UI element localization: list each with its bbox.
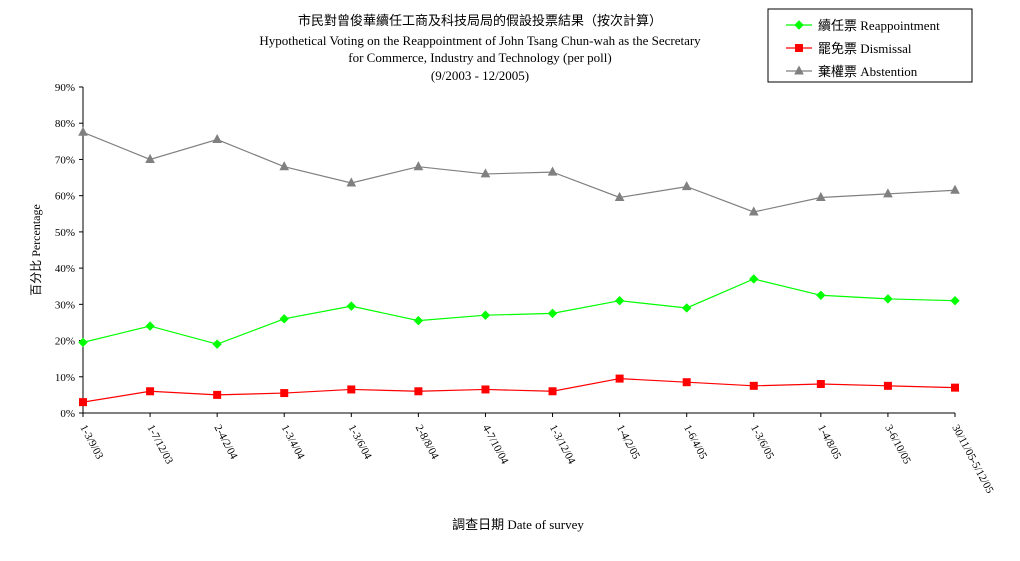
x-tick-label: 2-8/8/04 [413, 423, 441, 462]
x-tick-label: 1-3/9/03 [77, 423, 105, 462]
data-point [883, 188, 893, 198]
x-tick-label: 1-7/12/03 [144, 423, 175, 467]
legend-label: 續任票 Reappointment [818, 18, 940, 33]
series-line [82, 278, 956, 345]
data-point [280, 389, 289, 398]
series-line [82, 377, 956, 403]
x-tick-label: 1-3/6/04 [346, 423, 374, 462]
data-point [414, 387, 423, 396]
y-axis-label: 百分比 Percentage [29, 204, 43, 296]
data-point [481, 385, 490, 394]
y-tick-label: 50% [55, 227, 75, 239]
y-tick-label: 40% [55, 263, 75, 275]
data-point [547, 308, 558, 319]
data-point [413, 161, 424, 171]
x-tick-label: 1-3/4/04 [279, 423, 307, 462]
x-tick-label: 1-4/8/05 [815, 423, 843, 462]
x-tick-label: 2-4/2/04 [212, 423, 240, 462]
y-tick-label: 20% [55, 336, 75, 348]
chart-subtitle-line-3: (9/2003 - 12/2005) [431, 68, 529, 83]
data-point [145, 321, 155, 331]
data-point [950, 184, 960, 194]
legend-marker [794, 20, 804, 30]
legend-label: 棄權票 Abstention [818, 64, 918, 79]
legend-marker [795, 44, 803, 52]
data-point [78, 337, 88, 348]
data-point [681, 181, 692, 191]
x-tick-label: 1-3/6/05 [748, 423, 776, 462]
x-tick-label: 1-6/4/05 [681, 423, 709, 462]
y-tick-label: 90% [55, 82, 75, 94]
y-tick-label: 0% [60, 408, 75, 420]
series-layer [78, 126, 960, 407]
x-tick-label: 30/11/05-5/12/05 [949, 423, 996, 496]
data-point [347, 385, 356, 394]
x-axis-label: 調查日期 Date of survey [452, 517, 584, 532]
data-point [950, 296, 960, 306]
data-point [614, 296, 625, 306]
y-axis-ticks: 0% 10% 20% 30% 40% 50% 60% 70% 80% 90% [55, 82, 83, 420]
chart-subtitle-line-2: for Commerce, Industry and Technology (p… [348, 50, 611, 65]
legend: 續任票 Reappointment 罷免票 Dismissal 棄權票 Absten… [767, 8, 973, 83]
y-tick-label: 80% [55, 118, 75, 130]
y-tick-label: 10% [55, 372, 75, 384]
data-point [346, 177, 357, 187]
data-point [682, 378, 691, 387]
series-line [82, 131, 956, 213]
x-tick-label: 3-6/10/05 [882, 423, 913, 467]
series-triangle [78, 126, 960, 216]
data-point [615, 374, 624, 383]
y-tick-label: 30% [55, 299, 75, 311]
data-point [79, 398, 87, 407]
chart-title: 市民對曾俊華續任工商及科技局局的假設投票結果（按次計算） [298, 13, 662, 28]
x-axis-ticks: 1-3/9/03 1-7/12/03 2-4/2/04 1-3/4/04 1-3/6/0… [77, 413, 996, 496]
x-tick-label: 4-7/10/04 [480, 423, 511, 467]
data-point [548, 387, 557, 396]
x-tick-label: 1-3/12/04 [547, 423, 578, 467]
data-point [748, 206, 759, 216]
y-tick-label: 60% [55, 191, 75, 203]
chart-subtitle-line-1: Hypothetical Voting on the Reappointment… [259, 33, 701, 48]
data-point [212, 339, 222, 349]
data-point [547, 166, 558, 176]
data-point [213, 390, 222, 399]
x-tick-label: 1-4/2/05 [614, 423, 642, 462]
series-square [79, 374, 959, 407]
legend-marker [794, 65, 804, 75]
data-point [816, 290, 826, 300]
y-tick-label: 70% [55, 154, 75, 166]
data-point [480, 310, 491, 320]
data-point [78, 126, 88, 136]
data-point [146, 387, 155, 396]
data-point [614, 191, 625, 201]
data-point [749, 274, 759, 284]
data-point [883, 294, 893, 304]
data-point [145, 153, 155, 163]
data-point [749, 381, 758, 390]
data-point [212, 133, 222, 144]
data-point [279, 314, 289, 324]
data-point [413, 315, 424, 326]
series-diamond [78, 274, 960, 349]
data-point [279, 161, 290, 171]
data-point [883, 381, 892, 390]
data-point [951, 383, 959, 392]
data-point [480, 168, 491, 178]
data-point [816, 380, 825, 389]
data-point [346, 301, 357, 311]
data-point [681, 303, 692, 313]
legend-label: 罷免票 Dismissal [818, 41, 912, 56]
data-point [816, 191, 826, 201]
